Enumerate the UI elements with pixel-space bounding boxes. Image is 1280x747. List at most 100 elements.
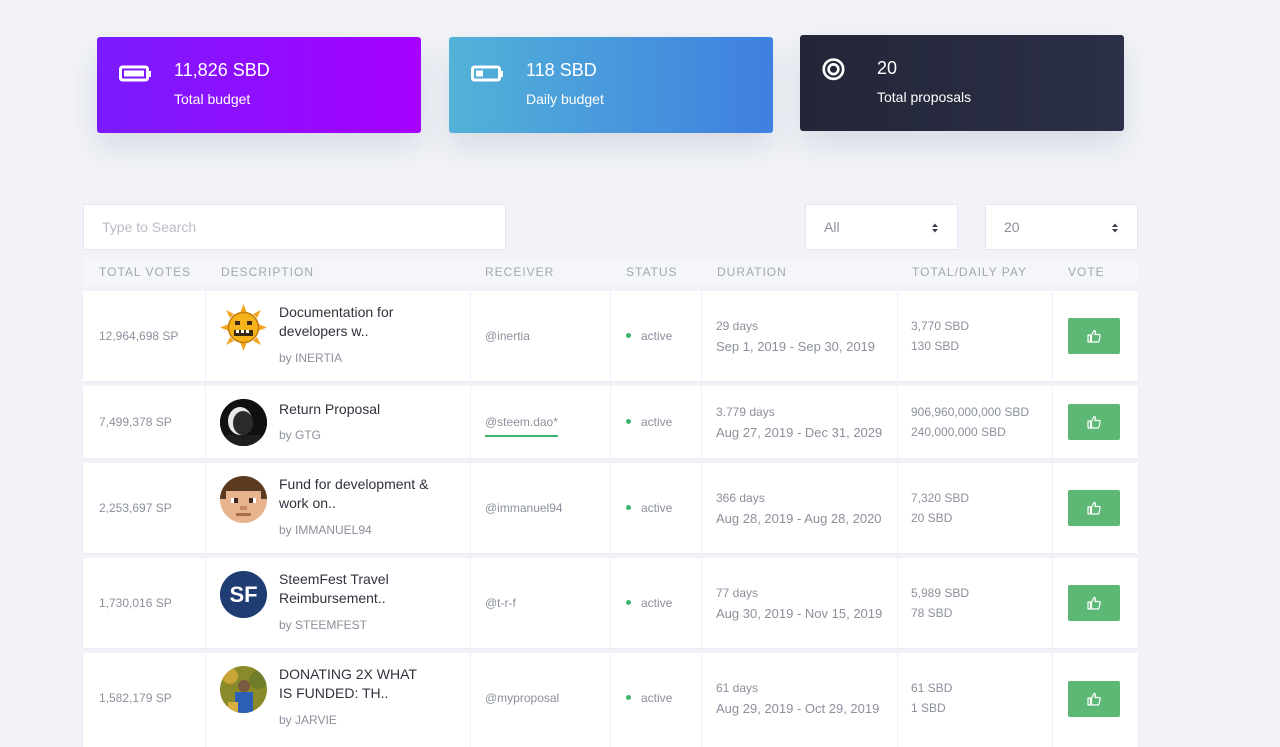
total-budget-card: 11,826 SBD Total budget <box>97 37 421 133</box>
status-indicator: active <box>626 415 672 429</box>
vote-button[interactable] <box>1068 404 1120 440</box>
status-text: active <box>641 691 673 705</box>
column-divider <box>470 558 471 648</box>
receiver-link[interactable]: @myproposal <box>485 691 560 705</box>
proposal-title-line: SteemFest Travel <box>279 571 389 587</box>
proposal-title[interactable]: Documentation for developers w.. <box>279 303 457 341</box>
column-divider <box>897 558 898 648</box>
column-divider <box>610 653 611 747</box>
column-divider <box>610 463 611 553</box>
thumbs-up-icon <box>1087 692 1101 706</box>
daily-budget-label: Daily budget <box>526 91 604 107</box>
header-receiver[interactable]: RECEIVER <box>485 265 555 279</box>
column-divider <box>1052 653 1053 747</box>
proposal-title-line: work on.. <box>279 495 336 511</box>
proposal-title-line: developers w.. <box>279 323 369 339</box>
table-row[interactable]: 12,964,698 SP <box>83 291 1138 381</box>
column-divider <box>610 291 611 381</box>
page-size-select[interactable]: 20 <box>985 204 1138 250</box>
proposal-title[interactable]: Fund for development & work on.. <box>279 475 457 513</box>
daily-budget-value: 118 SBD <box>526 60 597 80</box>
thumbs-up-icon <box>1087 596 1101 610</box>
total-votes: 1,730,016 SP <box>99 596 172 610</box>
proposal-author[interactable]: by JARVIE <box>279 713 337 727</box>
receiver-link[interactable]: @t-r-f <box>485 596 516 610</box>
header-total-votes[interactable]: TOTAL VOTES <box>99 265 192 279</box>
duration-days: 77 days <box>716 586 759 600</box>
header-description[interactable]: DESCRIPTION <box>221 265 315 279</box>
status-filter-select[interactable]: All <box>805 204 958 250</box>
total-votes: 2,253,697 SP <box>99 501 172 515</box>
receiver-underline <box>485 435 558 437</box>
proposal-title[interactable]: DONATING 2X WHAT IS FUNDED: TH.. <box>279 665 457 703</box>
receiver-link[interactable]: @inertia <box>485 329 530 343</box>
avatar-initials: SF <box>229 582 257 607</box>
table-row[interactable]: 2,253,697 SP Fund for development & work… <box>83 463 1138 553</box>
proposal-title[interactable]: Return Proposal <box>279 400 457 419</box>
proposal-author[interactable]: by INERTIA <box>279 351 343 365</box>
proposal-title[interactable]: SteemFest Travel Reimbursement.. <box>279 570 457 608</box>
header-status[interactable]: STATUS <box>626 265 678 279</box>
table-row[interactable]: 1,730,016 SP SF SteemFest Travel Reimbur… <box>83 558 1138 648</box>
column-divider <box>470 386 471 458</box>
status-indicator: active <box>626 596 672 610</box>
column-divider <box>205 386 206 458</box>
sort-arrows-icon <box>932 223 938 233</box>
column-divider <box>897 291 898 381</box>
steemfest-sf-avatar[interactable]: SF <box>220 571 267 618</box>
duration-range: Sep 1, 2019 - Sep 30, 2019 <box>716 339 876 354</box>
total-proposals-label: Total proposals <box>877 89 972 105</box>
table-row[interactable]: 7,499,378 SP Return Proposal by GTG @ste… <box>83 386 1138 458</box>
column-divider <box>1052 291 1053 381</box>
column-divider <box>897 653 898 747</box>
duration-range: Aug 30, 2019 - Nov 15, 2019 <box>716 606 883 621</box>
header-duration[interactable]: DURATION <box>717 265 787 279</box>
jarvie-avatar[interactable] <box>220 666 267 713</box>
status-filter-value: All <box>824 219 840 235</box>
column-divider <box>205 653 206 747</box>
header-vote[interactable]: VOTE <box>1068 265 1105 279</box>
search-input[interactable] <box>83 204 506 250</box>
vote-button[interactable] <box>1068 490 1120 526</box>
proposal-author[interactable]: by STEEMFEST <box>279 618 368 632</box>
proposal-title-line: Documentation for <box>279 304 394 320</box>
immanuel94-avatar[interactable] <box>220 476 267 523</box>
proposal-author[interactable]: by IMMANUEL94 <box>279 523 372 537</box>
page-size-value: 20 <box>1004 219 1020 235</box>
proposal-title-line: Reimbursement.. <box>279 590 386 606</box>
total-pay: 61 SBD <box>911 681 953 695</box>
vote-button[interactable] <box>1068 318 1120 354</box>
duration-days: 3.779 days <box>716 405 775 419</box>
status-indicator: active <box>626 329 672 343</box>
sort-arrows-icon <box>1112 223 1118 233</box>
receiver-link[interactable]: @immanuel94 <box>485 501 563 515</box>
duration-range: Aug 29, 2019 - Oct 29, 2019 <box>716 701 880 716</box>
column-divider <box>205 558 206 648</box>
duration-days: 29 days <box>716 319 759 333</box>
gtg-avatar[interactable] <box>220 399 267 446</box>
column-divider <box>897 463 898 553</box>
status-text: active <box>641 329 673 343</box>
column-divider <box>701 558 702 648</box>
status-dot <box>626 419 631 425</box>
proposal-author[interactable]: by GTG <box>279 428 322 442</box>
vote-button[interactable] <box>1068 585 1120 621</box>
column-divider <box>701 653 702 747</box>
column-divider <box>610 386 611 458</box>
vote-button[interactable] <box>1068 681 1120 717</box>
table-row[interactable]: 1,582,179 SP DONATING 2X WHAT IS FUNDED:… <box>83 653 1138 747</box>
status-indicator: active <box>626 691 672 705</box>
column-divider <box>1052 386 1053 458</box>
header-total-daily-pay[interactable]: TOTAL/DAILY PAY <box>912 265 1028 279</box>
duration-range: Aug 28, 2019 - Aug 28, 2020 <box>716 511 882 526</box>
inertia-sun-avatar[interactable] <box>220 304 267 351</box>
column-divider <box>1052 558 1053 648</box>
total-budget-value: 11,826 SBD <box>174 60 270 80</box>
total-votes: 1,582,179 SP <box>99 691 172 705</box>
daily-pay: 1 SBD <box>911 701 946 715</box>
column-divider <box>701 463 702 553</box>
receiver-link[interactable]: @steem.dao* <box>485 415 558 429</box>
daily-pay: 20 SBD <box>911 511 953 525</box>
column-divider <box>470 291 471 381</box>
